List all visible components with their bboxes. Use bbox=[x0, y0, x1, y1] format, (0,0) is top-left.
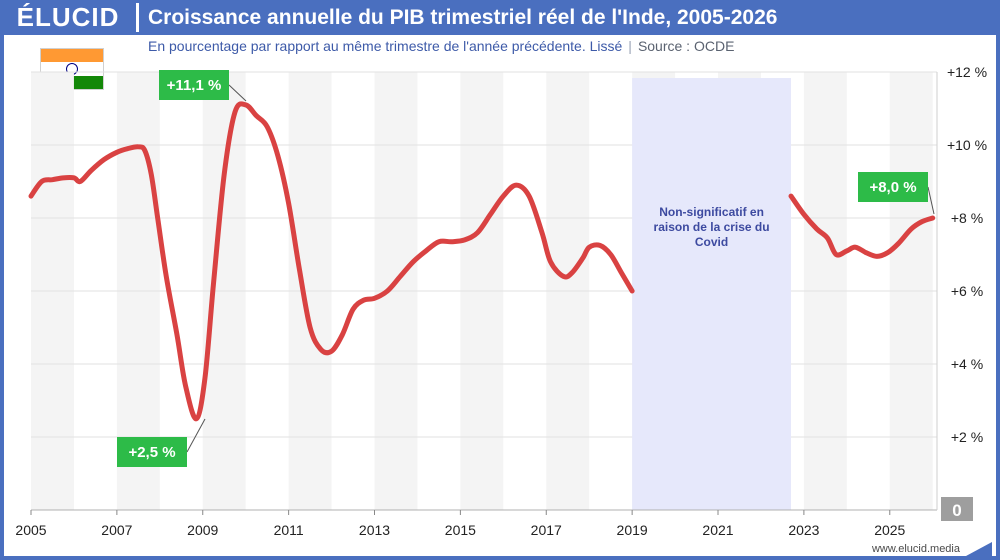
y-tick-label: +12 % bbox=[947, 64, 987, 80]
elucid-mark-icon bbox=[966, 542, 992, 556]
elucid-logo[interactable]: ÉLUCID bbox=[16, 2, 120, 32]
annotation-leader bbox=[186, 418, 206, 453]
covid-label: raison de la crise du bbox=[654, 220, 770, 234]
x-tick-label: 2009 bbox=[187, 522, 218, 538]
annotation-label: +11,1 % bbox=[167, 77, 222, 94]
logo-separator bbox=[136, 3, 139, 32]
chart-subtitle: En pourcentage par rapport au même trime… bbox=[148, 38, 734, 54]
footer-url[interactable]: www.elucid.media bbox=[871, 543, 960, 555]
y-tick-label: +2 % bbox=[951, 429, 983, 445]
x-tick-label: 2025 bbox=[874, 522, 905, 538]
x-tick-label: 2017 bbox=[531, 522, 562, 538]
chart-title: Croissance annuelle du PIB trimestriel r… bbox=[148, 6, 778, 29]
annotation-box bbox=[858, 172, 928, 202]
y-tick-label: +4 % bbox=[951, 356, 983, 372]
annotation-box bbox=[159, 70, 229, 100]
x-tick-label: 2019 bbox=[617, 522, 648, 538]
subtitle-text: En pourcentage par rapport au même trime… bbox=[148, 38, 623, 54]
zero-label: 0 bbox=[952, 501, 961, 520]
x-tick-label: 2005 bbox=[15, 522, 46, 538]
x-tick-label: 2023 bbox=[788, 522, 819, 538]
y-tick-label: +8 % bbox=[951, 210, 983, 226]
covid-label: Covid bbox=[695, 235, 728, 249]
x-tick-label: 2007 bbox=[101, 522, 132, 538]
annotation-leader bbox=[927, 186, 935, 215]
annotation-leader bbox=[228, 84, 247, 102]
annotation-label: +8,0 % bbox=[869, 179, 916, 196]
annotation-label: +2,5 % bbox=[128, 444, 175, 461]
gdp-line-before bbox=[28, 101, 635, 422]
zero-badge bbox=[941, 497, 973, 521]
covid-region bbox=[632, 78, 792, 510]
x-tick-label: 2011 bbox=[274, 522, 304, 538]
subtitle-separator: | bbox=[628, 38, 632, 54]
annotation-box bbox=[117, 437, 187, 467]
y-tick-label: +10 % bbox=[947, 137, 987, 153]
y-tick-label: +6 % bbox=[951, 283, 983, 299]
x-tick-label: 2013 bbox=[359, 522, 390, 538]
x-tick-label: 2015 bbox=[445, 522, 476, 538]
flag-saffron-band bbox=[41, 49, 103, 63]
header-bar: ÉLUCID Croissance annuelle du PIB trimes… bbox=[0, 0, 1000, 35]
covid-label: Non-significatif en bbox=[659, 205, 764, 219]
gdp-line-after bbox=[788, 193, 936, 259]
source-text: Source : OCDE bbox=[637, 38, 735, 54]
x-tick-label: 2021 bbox=[702, 522, 733, 538]
